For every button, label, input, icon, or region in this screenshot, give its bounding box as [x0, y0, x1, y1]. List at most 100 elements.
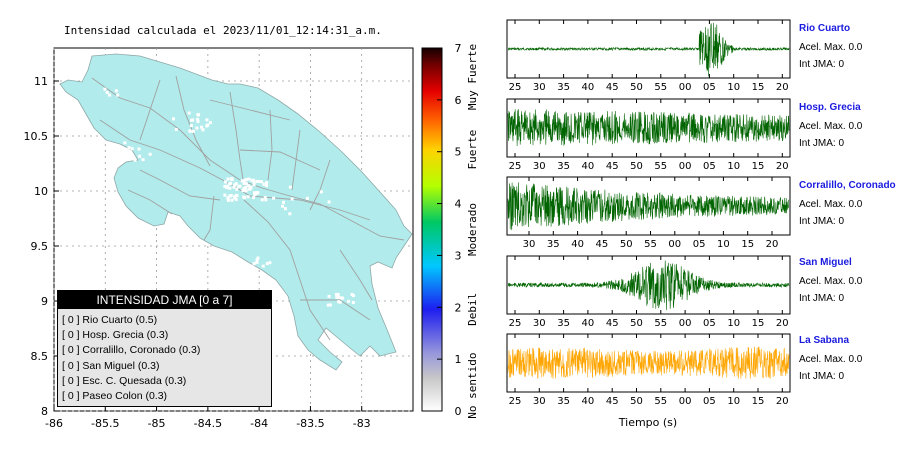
- colorbar-tick-label: 4: [455, 198, 462, 211]
- station-dot: [290, 197, 294, 201]
- station-dot: [223, 193, 227, 197]
- map-xtick-label: -86: [45, 417, 63, 430]
- station-name[interactable]: Hosp. Grecia: [799, 102, 861, 113]
- station-dot: [228, 181, 232, 185]
- station-dot: [272, 196, 276, 200]
- station-dot: [196, 119, 200, 123]
- station-dot: [261, 264, 265, 268]
- waveform-trace: [507, 182, 790, 231]
- land-mass: [59, 53, 413, 371]
- station-dot: [116, 93, 120, 97]
- station-dot: [335, 295, 339, 299]
- waveform-tick-label: 45: [606, 396, 619, 407]
- station-name[interactable]: Corralillo, Coronado: [799, 180, 896, 191]
- station-dot: [230, 177, 234, 181]
- map-ytick-label: 9: [41, 295, 48, 308]
- waveform-tick-label: 45: [606, 318, 619, 329]
- colorbar-category-label: Fuerte: [466, 130, 479, 170]
- station-dot: [187, 111, 191, 115]
- station-dot: [319, 190, 323, 194]
- station-dot: [260, 198, 264, 202]
- waveform-tick-label: 20: [776, 318, 789, 329]
- colorbar-tick-label: 0: [455, 405, 462, 418]
- waveform-tick-label: 00: [679, 396, 692, 407]
- waveform-panel: 25 30 35 40 45 50 55 00 05 10 15 20: [506, 255, 791, 329]
- station-dot: [114, 89, 118, 93]
- station-dot: [123, 157, 127, 161]
- station-dot: [327, 200, 331, 204]
- station-name[interactable]: San Miguel: [799, 257, 852, 268]
- int-jma: Int JMA: 0: [799, 371, 845, 382]
- waveform-panel: 25 30 35 40 45 50 55 00 05 10 15 20: [506, 98, 791, 172]
- station-dot: [265, 181, 269, 185]
- waveform-tick-label: 55: [654, 318, 667, 329]
- waveform-tick-label: 10: [727, 82, 740, 93]
- station-dot: [338, 300, 342, 304]
- station-dot: [197, 113, 201, 117]
- legend-item: [ 0 ] Rio Cuarto (0.5): [62, 314, 158, 326]
- station-dot: [263, 195, 267, 199]
- waveform-tick-label: 25: [509, 396, 522, 407]
- waveform-tick-label: 40: [582, 82, 595, 93]
- waveform-tick-label: 15: [752, 161, 765, 172]
- station-dot: [252, 262, 256, 266]
- station-dot: [288, 185, 292, 189]
- colorbar-tick-label: 5: [455, 146, 462, 159]
- station-dot: [189, 124, 193, 128]
- colorbar-labels: No sentido Debil Moderado Fuerte Muy Fuerte: [466, 44, 479, 419]
- station-dot: [264, 198, 268, 202]
- station-dot: [255, 258, 259, 262]
- waveform-tick-label: 30: [533, 396, 546, 407]
- map-xtick-label: -83.5: [296, 417, 324, 430]
- station-dot: [265, 184, 269, 188]
- map-axis-labels: -86 -85.5 -85 -84.5 -84 -83.5 -83 11 10.5 10 9.5 9 8…: [24, 75, 371, 430]
- waveform-tick-label: 20: [776, 82, 789, 93]
- waveform-tick-label: 30: [523, 239, 536, 250]
- station-dot: [138, 154, 142, 158]
- station-info-hosp-grecia: Hosp. Grecia Acel. Max. 0.0 Int JMA: 0: [799, 102, 862, 149]
- waveform-tick-label: 35: [557, 161, 570, 172]
- waveform-tick-label: 40: [571, 239, 584, 250]
- station-dot: [326, 303, 330, 307]
- map-xtick-label: -85: [148, 417, 166, 430]
- legend-title: INTENSIDAD JMA [0 a 7]: [58, 291, 271, 309]
- intensity-legend: INTENSIDAD JMA [0 a 7] [ 0 ] Rio Cuarto …: [57, 290, 272, 407]
- station-dot: [230, 198, 234, 202]
- waveform-tick-label: 15: [741, 239, 754, 250]
- map-ytick-label: 11: [34, 75, 48, 88]
- station-name[interactable]: La Sabana: [799, 335, 850, 346]
- station-dot: [327, 294, 331, 298]
- waveform-tick-label: 55: [654, 161, 667, 172]
- waveform-tick-label: 20: [776, 161, 789, 172]
- waveform-panel: 25 30 35 40 45 50 55 00 05 10 15 20: [506, 333, 791, 407]
- waveform-tick-label: 20: [776, 396, 789, 407]
- colorbar-ticks: 0 1 2 3 4 5 6 7: [437, 42, 462, 418]
- station-dot: [351, 301, 355, 305]
- station-dot: [225, 184, 229, 188]
- acel-max: Acel. Max. 0.0: [799, 276, 863, 287]
- waveform-tick-label: 40: [582, 396, 595, 407]
- station-name[interactable]: Rio Cuarto: [799, 23, 851, 34]
- station-dot: [242, 178, 246, 182]
- waveform-trace: [507, 346, 790, 379]
- station-dot: [200, 125, 204, 129]
- waveform-tick-label: 40: [582, 161, 595, 172]
- station-dot: [268, 261, 272, 265]
- station-dot: [226, 177, 230, 181]
- legend-item: [ 0 ] Corralillo, Coronado (0.3): [62, 344, 201, 357]
- station-info-corralillo: Corralillo, Coronado Acel. Max. 0.0 Int …: [799, 180, 896, 227]
- waveform-panel: 25 30 35 40 45 50 55 00 05 10 15 20: [506, 19, 791, 93]
- station-dot: [121, 152, 125, 156]
- station-dot: [346, 299, 350, 303]
- waveform-tick-label: 20: [766, 239, 779, 250]
- station-dot: [127, 146, 131, 150]
- legend-item: [ 0 ] San Miguel (0.3): [62, 359, 160, 372]
- waveform-tick-label: 50: [630, 396, 643, 407]
- station-dot: [255, 260, 259, 264]
- station-dot: [233, 183, 237, 187]
- station-dot: [240, 179, 244, 183]
- waveform-tick-label: 15: [752, 396, 765, 407]
- station-dot: [233, 195, 237, 199]
- station-dot: [205, 118, 209, 122]
- station-dot: [250, 178, 254, 182]
